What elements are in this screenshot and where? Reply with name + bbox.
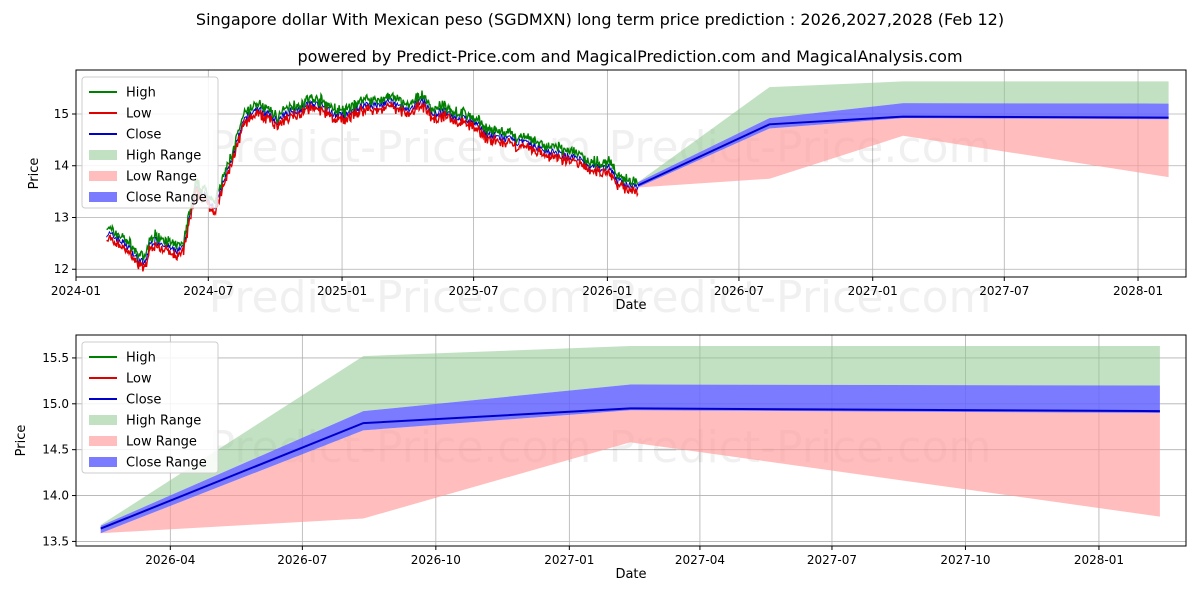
y-tick-label: 13 xyxy=(54,210,69,224)
low-range-band xyxy=(637,118,1169,188)
x-tick-label: 2027-10 xyxy=(940,553,990,567)
x-tick-label: 2026-01 xyxy=(582,284,632,298)
y-tick-label: 14 xyxy=(54,159,69,173)
y-tick-label: 15.0 xyxy=(42,397,69,411)
x-axis-label: Date xyxy=(615,298,646,313)
chart-title: Singapore dollar With Mexican peso (SGDM… xyxy=(196,10,1004,29)
x-tick-label: 2026-04 xyxy=(145,553,195,567)
legend-swatch xyxy=(89,192,117,202)
y-tick-label: 15 xyxy=(54,107,69,121)
axes-frame xyxy=(75,69,1187,278)
x-tick-label: 2026-07 xyxy=(714,284,764,298)
legend-swatch xyxy=(89,457,117,467)
x-tick-label: 2027-04 xyxy=(675,553,725,567)
x-axis-label: Date xyxy=(615,567,646,582)
legend-swatch xyxy=(89,171,117,181)
x-tick-label: 2027-07 xyxy=(979,284,1029,298)
close-range-band xyxy=(100,384,1160,534)
legend-label: High xyxy=(126,86,156,101)
legend-label: Low Range xyxy=(126,435,197,450)
y-tick-label: 14.5 xyxy=(42,443,69,457)
legend-swatch xyxy=(89,150,117,160)
watermark: Predict-Price.com xyxy=(609,272,992,323)
long-term-panel: Predict-Price.com Predict-Price.com Predic… xyxy=(27,69,1187,323)
legend-label: High xyxy=(126,351,156,366)
x-tick-label: 2027-01 xyxy=(848,284,898,298)
x-tick-label: 2028-01 xyxy=(1113,284,1163,298)
x-tick-label: 2025-07 xyxy=(449,284,499,298)
watermark: Predict-Price.com xyxy=(209,122,592,173)
legend-label: Low xyxy=(126,372,152,387)
x-tick-label: 2026-10 xyxy=(411,553,461,567)
x-tick-label: 2027-01 xyxy=(544,553,594,567)
legend-label: Close Range xyxy=(126,191,207,206)
legend-label: Close Range xyxy=(126,456,207,471)
chart-subtitle: powered by Predict-Price.com and Magical… xyxy=(297,47,962,66)
x-tick-label: 2024-07 xyxy=(183,284,233,298)
axes-frame xyxy=(75,334,1187,547)
legend-label: Close xyxy=(126,128,161,143)
x-tick-label: 2027-07 xyxy=(807,553,857,567)
high-range-band xyxy=(637,81,1169,183)
legend-label: High Range xyxy=(126,149,201,164)
y-tick-label: 14.0 xyxy=(42,489,69,503)
x-tick-label: 2028-01 xyxy=(1074,553,1124,567)
legend-label: Close xyxy=(126,393,161,408)
x-tick-label: 2024-01 xyxy=(51,284,101,298)
y-axis-label: Price xyxy=(27,158,42,190)
low-range-band xyxy=(100,410,1160,534)
legend-swatch xyxy=(89,415,117,425)
legend-label: Low Range xyxy=(126,170,197,185)
legend-swatch xyxy=(89,436,117,446)
legend-label: Low xyxy=(126,107,152,122)
watermark: Predict-Price.com xyxy=(209,272,592,323)
x-tick-label: 2026-07 xyxy=(277,553,327,567)
x-tick-label: 2025-01 xyxy=(317,284,367,298)
legend-label: High Range xyxy=(126,414,201,429)
y-axis-label: Price xyxy=(14,425,29,457)
y-tick-label: 13.5 xyxy=(42,534,69,548)
forecast-close-line xyxy=(100,407,1160,530)
forecast-close-line xyxy=(637,115,1169,187)
y-tick-label: 15.5 xyxy=(42,351,69,365)
y-tick-label: 12 xyxy=(54,262,69,276)
high-range-band xyxy=(100,346,1160,526)
forecast-zoom-panel: Predict-Price.comPredict-Price.com2026-0… xyxy=(14,334,1187,582)
